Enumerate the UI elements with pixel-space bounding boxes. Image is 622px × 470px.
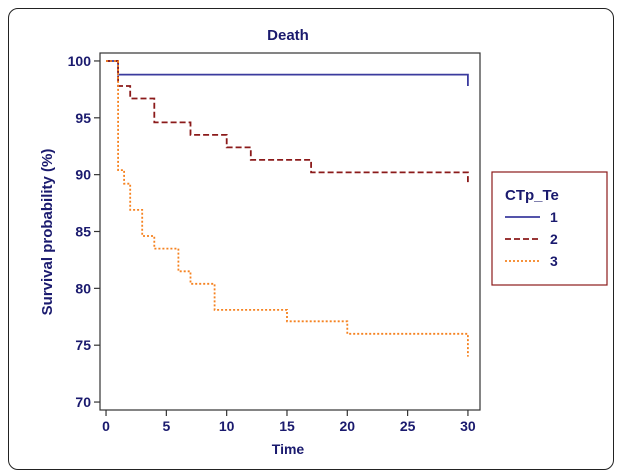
legend: CTp_Te 1 2 3 — [491, 171, 608, 286]
y-axis-label: Survival probability (%) — [39, 149, 56, 316]
series-line-2 — [106, 60, 469, 185]
y-tick-label: 85 — [75, 224, 91, 240]
y-tick-label: 80 — [75, 280, 91, 296]
x-axis-label: Time — [272, 441, 305, 457]
legend-title: CTp_Te — [505, 187, 559, 204]
y-tick-label: 100 — [68, 53, 92, 69]
x-tick-label: 20 — [340, 418, 356, 434]
x-tick-label: 5 — [162, 418, 170, 434]
x-tick-label: 15 — [279, 418, 295, 434]
legend-label-2: 2 — [550, 231, 558, 247]
series-line-3 — [106, 60, 469, 357]
y-tick-label: 70 — [75, 394, 91, 410]
plot-area — [99, 52, 481, 411]
legend-label-1: 1 — [550, 209, 558, 225]
y-tick-label: 90 — [75, 167, 91, 183]
x-tick-label: 0 — [102, 418, 110, 434]
x-tick-label: 30 — [460, 418, 476, 434]
legend-box — [491, 171, 608, 286]
x-tick-label: 25 — [400, 418, 416, 434]
series-line-1 — [106, 60, 469, 86]
chart-title: Death — [267, 27, 309, 44]
legend-label-3: 3 — [550, 253, 558, 269]
x-tick-label: 10 — [219, 418, 235, 434]
y-tick-label: 75 — [75, 337, 91, 353]
y-tick-label: 95 — [75, 110, 91, 126]
